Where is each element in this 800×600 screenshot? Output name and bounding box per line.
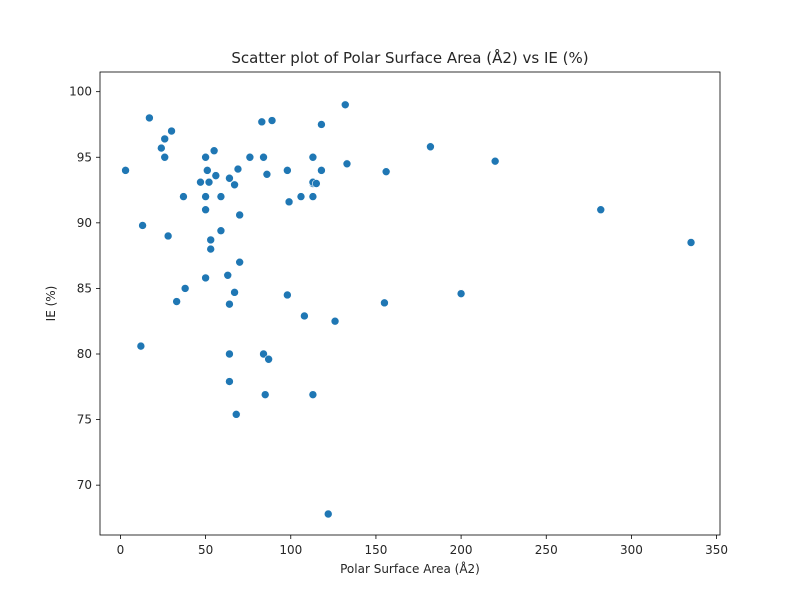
data-point-43 [267, 116, 277, 125]
data-point-40 [260, 390, 270, 399]
data-point-1 [136, 341, 146, 351]
data-point-58 [330, 316, 340, 326]
x-axis: 0 50 100 150 200 250 300 350 [117, 535, 728, 557]
data-point-10 [179, 192, 188, 201]
data-point-45 [283, 290, 292, 300]
x-tick-label-0: 0 [117, 543, 125, 557]
data-point-7 [163, 231, 173, 241]
data-point-46 [284, 197, 294, 207]
data-point-24 [216, 226, 226, 236]
data-point-42 [264, 354, 273, 364]
y-tick-label-85: 85 [77, 281, 92, 295]
data-point-49 [308, 152, 318, 162]
data-point-61 [380, 298, 389, 308]
data-point-32 [231, 410, 241, 419]
data-point-62 [381, 167, 391, 176]
data-point-52 [308, 192, 318, 201]
data-point-35 [235, 257, 244, 267]
data-point-13 [201, 152, 210, 162]
data-point-28 [225, 377, 234, 386]
data-point-27 [225, 349, 234, 359]
y-tick-label-95: 95 [77, 150, 92, 164]
data-point-23 [216, 192, 226, 201]
data-point-33 [233, 164, 243, 174]
data-point-8 [167, 126, 176, 136]
x-tick-label-150: 150 [364, 543, 387, 557]
data-point-20 [206, 244, 216, 254]
data-point-59 [340, 100, 350, 110]
data-point-25 [223, 270, 233, 280]
data-point-44 [283, 166, 292, 175]
y-axis: 70 75 80 85 90 95 100 [69, 85, 100, 492]
y-tick-label-80: 80 [77, 347, 92, 361]
data-point-30 [230, 180, 239, 190]
data-point-19 [206, 235, 216, 245]
data-point-6 [160, 152, 170, 162]
data-point-57 [323, 509, 333, 519]
y-tick-label-100: 100 [69, 85, 92, 99]
data-point-2 [138, 221, 147, 230]
x-tick-label-250: 250 [535, 543, 558, 557]
data-point-11 [180, 284, 190, 293]
x-tick-label-50: 50 [198, 543, 213, 557]
data-point-39 [259, 349, 268, 359]
data-point-34 [235, 210, 244, 220]
data-point-3 [145, 113, 154, 123]
data-point-47 [296, 192, 306, 201]
x-axis-label: Polar Surface Area (Å2) [340, 561, 480, 576]
y-tick-label-75: 75 [77, 413, 92, 427]
data-point-4 [157, 143, 166, 153]
data-point-36 [245, 152, 255, 162]
y-axis-label: IE (%) [44, 286, 58, 322]
data-point-21 [209, 146, 219, 155]
x-tick-label-100: 100 [279, 543, 302, 557]
x-tick-label-200: 200 [450, 543, 473, 557]
data-point-65 [490, 156, 500, 166]
y-tick-label-90: 90 [77, 216, 92, 230]
data-point-54 [312, 179, 321, 188]
data-point-31 [230, 288, 239, 297]
data-point-48 [300, 311, 309, 321]
data-point-64 [456, 289, 466, 298]
data-point-18 [204, 177, 214, 187]
data-point-55 [317, 166, 326, 175]
data-point-5 [160, 134, 170, 144]
x-tick-label-350: 350 [705, 543, 728, 557]
y-tick-label-70: 70 [77, 478, 92, 492]
data-point-17 [203, 166, 212, 175]
data-point-0 [121, 166, 130, 175]
data-point-37 [257, 117, 267, 127]
x-tick-label-300: 300 [620, 543, 643, 557]
data-point-14 [201, 192, 210, 201]
chart-title: Scatter plot of Polar Surface Area (Å2) … [231, 48, 588, 67]
data-point-53 [308, 390, 318, 399]
plot-frame [99, 71, 721, 536]
data-point-38 [259, 152, 268, 162]
data-point-15 [201, 205, 210, 215]
data-point-16 [201, 273, 210, 283]
data-point-12 [196, 177, 205, 187]
data-point-67 [686, 238, 696, 247]
data-point-9 [172, 297, 181, 306]
data-point-63 [426, 142, 435, 152]
data-point-60 [342, 159, 352, 169]
data-point-22 [211, 171, 221, 180]
data-point-26 [225, 299, 234, 309]
data-point-66 [596, 205, 606, 215]
data-point-41 [262, 170, 272, 179]
data-points [121, 100, 696, 519]
data-point-29 [225, 173, 234, 183]
data-point-56 [317, 120, 326, 129]
